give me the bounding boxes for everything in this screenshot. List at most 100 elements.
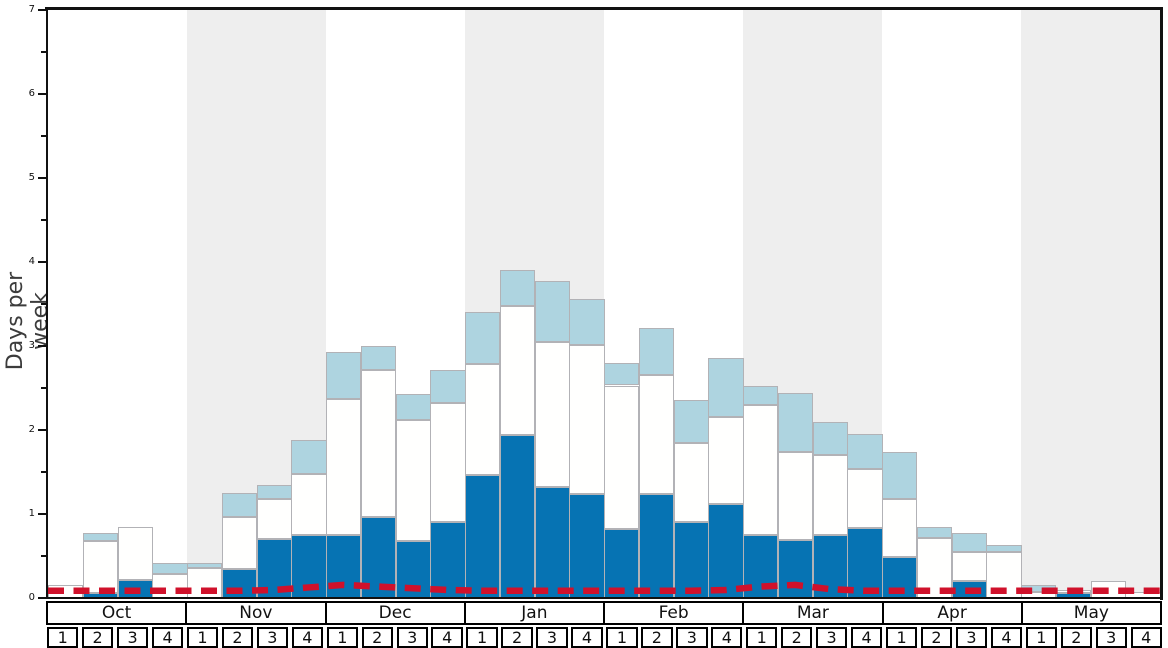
week-number-cell: 2 [641,627,673,648]
week-number-cell: 4 [850,627,883,648]
bar-segment-light-blue-days [916,527,952,539]
week-number-cell: 2 [1060,627,1092,648]
y-axis-tick-label: 6 [28,88,35,99]
month-label-cell: Jan [463,601,605,625]
week-number-cell: 1 [1025,627,1058,648]
bar-segment-white-days [395,419,431,541]
bar-segment-white-days [534,341,570,488]
bar-segment-light-blue-days [708,357,744,418]
week-number-cell: 3 [676,627,708,648]
month-label-cell: Nov [185,601,327,625]
bar-segment-white-days [430,403,466,523]
bar-segment-light-blue-days [604,362,640,386]
y-axis-major-tick [38,513,46,515]
week-number-cell: 3 [256,627,289,648]
bar-segment-dark-blue-days [291,535,327,598]
bar-segment-white-days [499,305,535,436]
week-number-cell: 3 [536,627,568,648]
bar-segment-white-days [256,498,292,540]
week-number-cell: 2 [81,627,114,648]
bar-segment-white-days [604,385,640,530]
bar-segment-white-days [221,516,257,569]
bar-segment-light-blue-days [499,269,535,306]
y-axis-major-tick [38,9,46,11]
bar-segment-light-blue-days [743,386,779,405]
bar-segment-light-blue-days [256,484,292,499]
bar-segment-white-days [117,527,153,581]
bar-segment-white-days [673,443,709,523]
week-number-cell: 4 [571,627,603,648]
bar-segment-light-blue-days [430,370,466,404]
bar-segment-dark-blue-days [430,522,466,598]
month-label-cell: Apr [881,601,1023,625]
red-dashed-line [48,581,1160,595]
bar-segment-light-blue-days [326,351,362,399]
plot-frame-right [1160,7,1163,600]
bar-segment-white-days [360,369,396,517]
y-axis-minor-tick [41,387,46,389]
bar-segment-light-blue-days [812,422,848,456]
week-number-cell: 1 [326,627,358,648]
bar-segment-light-blue-days [534,281,570,342]
bar-segment-dark-blue-days [673,522,709,598]
bar-segment-light-blue-days [569,298,605,346]
plot-frame-top [45,7,1163,10]
y-axis-tick-label: 4 [28,256,35,267]
bar-segment-light-blue-days [360,346,396,370]
bar-segment-light-blue-days [951,533,987,552]
bar-segment-dark-blue-days [499,435,535,598]
week-number-cell: 3 [815,627,848,648]
week-number-cell: 1 [186,627,219,648]
bar-segment-white-days [708,417,744,504]
week-number-cell: 1 [606,627,638,648]
bar-segment-light-blue-days [221,493,257,517]
month-shading-band [1021,10,1160,598]
bar-segment-light-blue-days [82,533,118,541]
week-number-cell: 2 [920,627,953,648]
y-axis-major-tick [38,597,46,599]
bar-segment-white-days [465,363,501,476]
week-number-cell: 3 [396,627,428,648]
bar-segment-white-days [882,498,918,557]
y-axis-major-tick [38,93,46,95]
bar-segment-light-blue-days [986,545,1022,552]
bar-segment-light-blue-days [465,311,501,364]
week-number-cell: 4 [151,627,184,648]
week-number-cell: 3 [955,627,988,648]
y-axis-tick-label: 2 [28,424,35,435]
month-label-cell: Mar [742,601,884,625]
y-axis-tick-label: 5 [28,172,35,183]
week-number-cell: 4 [1130,627,1162,648]
bar-segment-white-days [777,451,813,541]
week-number-cell: 1 [466,627,498,648]
bar-segment-dark-blue-days [569,493,605,598]
week-number-cell: 4 [431,627,463,648]
bar-segment-white-days [291,473,327,535]
month-label-cell: Oct [46,601,188,625]
y-axis-minor-tick [41,51,46,53]
y-axis-minor-tick [41,135,46,137]
month-label-cell: May [1020,601,1162,625]
y-axis-major-tick [38,177,46,179]
week-number-cell: 1 [746,627,778,648]
week-number-cell: 3 [1095,627,1127,648]
bar-segment-light-blue-days [638,328,674,376]
week-number-cell: 4 [291,627,324,648]
month-label-cell: Dec [324,601,466,625]
bar-segment-light-blue-days [395,393,431,420]
bar-segment-white-days [847,469,883,529]
bar-segment-light-blue-days [777,393,813,452]
week-number-cell: 3 [116,627,149,648]
week-number-cell: 2 [781,627,813,648]
week-number-cell: 2 [361,627,393,648]
bar-segment-dark-blue-days [847,528,883,598]
bar-segment-white-days [951,551,987,582]
bar-segment-white-days [638,375,674,494]
bar-segment-white-days [82,540,118,593]
bar-segment-white-days [743,404,779,535]
y-axis-tick-label: 3 [28,340,35,351]
bar-segment-light-blue-days [847,434,883,470]
y-axis-tick-label: 0 [28,592,35,603]
